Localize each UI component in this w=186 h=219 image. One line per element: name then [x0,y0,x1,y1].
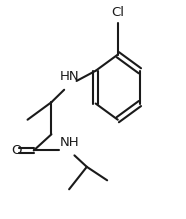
Text: O: O [11,144,21,157]
Text: Cl: Cl [111,6,124,19]
Text: HN: HN [59,70,79,83]
Text: NH: NH [60,136,80,149]
